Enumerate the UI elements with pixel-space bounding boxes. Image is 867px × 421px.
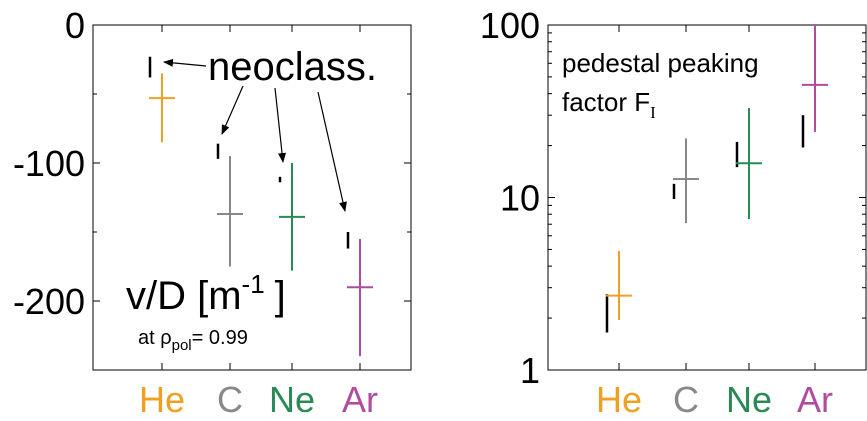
neoclass-label: neoclass.	[208, 45, 377, 89]
right-experimental-point-he	[606, 250, 632, 320]
right-ytick-label: 10	[500, 178, 540, 219]
right-experimental-point-ar	[802, 25, 828, 132]
right-experimental-series	[606, 25, 828, 320]
right-experimental-point-ne	[736, 108, 762, 220]
left-neoclassical-series	[148, 56, 350, 249]
right-x-axis: He C Ne Ar	[596, 25, 833, 420]
neoclass-arrow-c	[221, 85, 244, 135]
right-category-label-c: C	[673, 379, 699, 420]
left-category-label-ar: Ar	[342, 379, 378, 420]
right-ytick-label: 1	[520, 350, 540, 391]
left-category-label-c: C	[217, 379, 243, 420]
left-ytick-label: -200	[13, 281, 85, 322]
left-ytick-label: 0	[65, 5, 85, 46]
left-panel: 0 -100 -200 He C Ne Ar neoclass. v/D [m-1] at…	[13, 5, 412, 420]
neoclass-arrows	[163, 58, 347, 212]
left-experimental-series	[149, 73, 373, 357]
right-panel: 1 10 100 He C Ne Ar pedestal peaking factor F…	[480, 5, 867, 420]
neoclass-arrow-he	[163, 58, 207, 67]
left-experimental-point-c	[217, 156, 243, 267]
left-ylabel: v/D [m-1]	[126, 269, 286, 318]
right-experimental-point-c	[673, 138, 699, 224]
left-x-axis: He C Ne Ar	[139, 25, 378, 420]
left-experimental-point-he	[149, 73, 175, 143]
right-title-line1: pedestal peaking	[562, 48, 759, 78]
right-title-line2: factor FI	[562, 87, 656, 122]
neoclass-arrow-ar	[317, 91, 347, 212]
right-category-label-ar: Ar	[797, 379, 833, 420]
neoclass-arrow-ne	[274, 87, 287, 163]
right-y-axis: 1 10 100	[480, 5, 866, 391]
left-experimental-point-ne	[279, 163, 305, 271]
left-ytick-label: -100	[13, 143, 85, 184]
left-plot-frame	[92, 24, 412, 371]
left-category-label-ne: Ne	[269, 379, 315, 420]
right-category-label-ne: Ne	[726, 379, 772, 420]
left-experimental-point-ar	[347, 238, 373, 357]
right-category-label-he: He	[596, 379, 642, 420]
rho-annotation: at ρpol= 0.99	[138, 327, 248, 354]
left-y-axis: 0 -100 -200	[13, 5, 411, 371]
right-ytick-label: 100	[480, 5, 540, 46]
left-category-label-he: He	[139, 379, 185, 420]
right-neoclassical-series	[605, 115, 805, 333]
